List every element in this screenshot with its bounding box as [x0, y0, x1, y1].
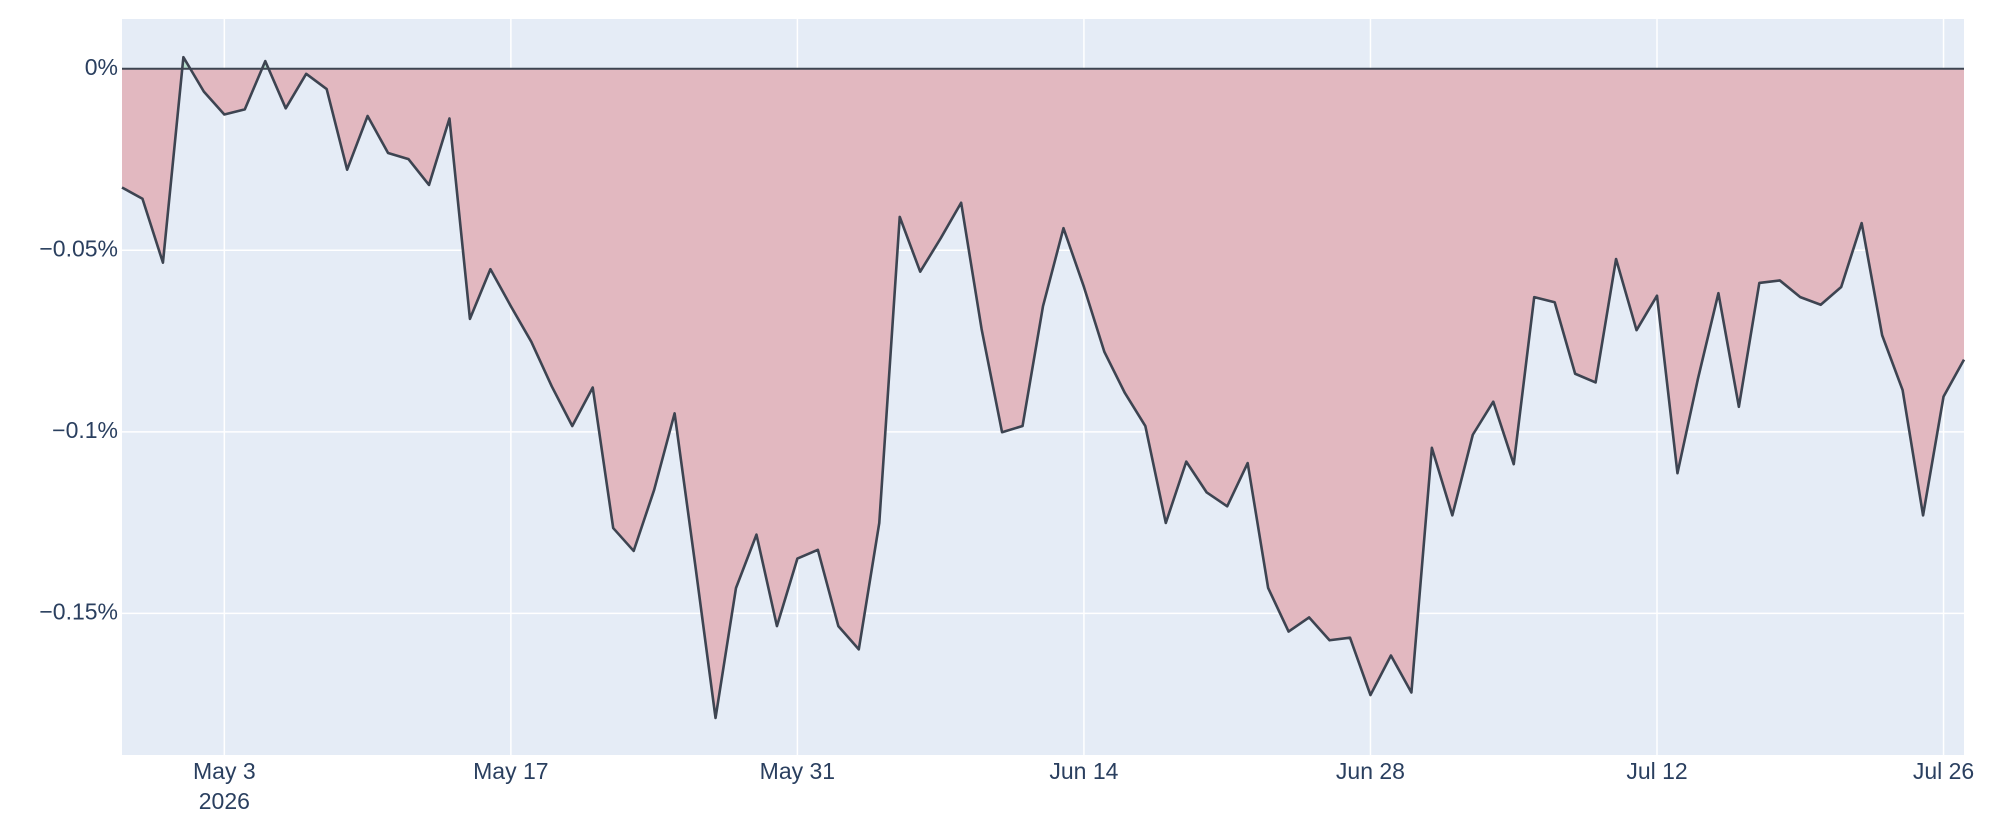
- x-tick-label: Jun 14: [1049, 758, 1118, 784]
- y-tick-label: 0%: [85, 54, 118, 80]
- x-tick-label: May 31: [760, 758, 835, 784]
- line: [121, 55, 1966, 720]
- x-tick-label: 2026: [199, 788, 250, 814]
- x-tick-label: May 17: [473, 758, 548, 784]
- y-tick-label: −0.15%: [39, 598, 118, 624]
- x-tick-label: Jul 12: [1626, 758, 1687, 784]
- x-tick-label: Jul 26: [1913, 758, 1974, 784]
- x-tick-label: Jun 28: [1336, 758, 1405, 784]
- y-tick-label: −0.1%: [52, 417, 118, 443]
- x-tick-label: May 3: [193, 758, 256, 784]
- area-negative: [122, 68, 1964, 718]
- y-tick-label: −0.05%: [39, 235, 118, 261]
